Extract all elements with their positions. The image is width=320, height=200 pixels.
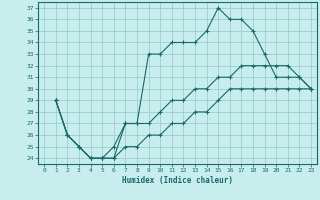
X-axis label: Humidex (Indice chaleur): Humidex (Indice chaleur) <box>122 176 233 185</box>
